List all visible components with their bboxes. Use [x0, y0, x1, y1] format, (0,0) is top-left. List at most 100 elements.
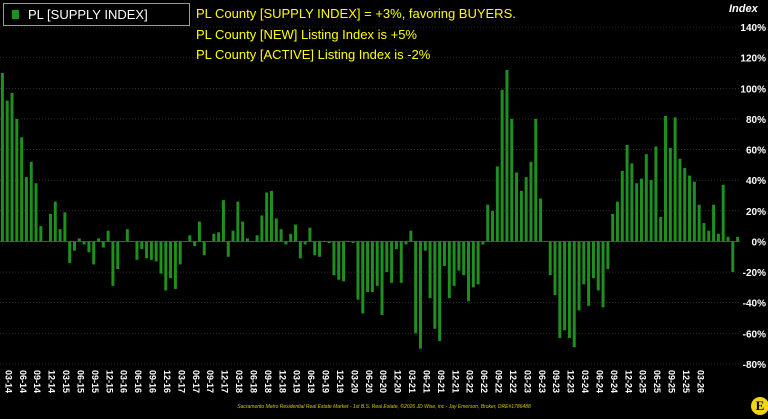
bar	[692, 181, 696, 242]
bar	[601, 241, 605, 308]
bar	[442, 241, 446, 266]
bar	[635, 183, 639, 242]
x-tick-label: 09-22	[494, 370, 504, 393]
bar	[673, 117, 677, 242]
y-tick-label: -40%	[743, 299, 766, 310]
bar	[322, 241, 326, 242]
bar	[207, 241, 211, 242]
bar	[313, 241, 317, 256]
bar	[433, 241, 437, 329]
y-axis-title: Index	[729, 3, 758, 15]
bar	[471, 241, 475, 288]
x-tick-label: 03-14	[3, 370, 13, 393]
bar	[92, 241, 96, 265]
bar	[231, 230, 235, 242]
bar	[457, 241, 461, 271]
gridlines	[0, 26, 740, 365]
y-tick-label: -20%	[743, 268, 766, 279]
bar	[582, 241, 586, 285]
bar	[356, 241, 360, 300]
x-tick-label: 06-25	[652, 370, 662, 393]
x-tick-label: 03-19	[292, 370, 302, 393]
y-tick-label: 60%	[746, 146, 766, 157]
bar	[77, 238, 81, 242]
bar	[15, 118, 19, 242]
x-tick-label: 09-18	[263, 370, 273, 393]
x-tick-label: 06-22	[479, 370, 489, 393]
x-tick-label: 12-18	[277, 370, 287, 393]
x-tick-label: 06-16	[133, 370, 143, 393]
bar	[111, 241, 115, 286]
bar	[418, 241, 422, 349]
bar	[68, 241, 72, 263]
x-tick-label: 06-19	[306, 370, 316, 393]
x-tick-label: 06-21	[422, 370, 432, 393]
bar	[298, 241, 302, 259]
bar	[303, 241, 307, 245]
y-tick-label: 0%	[752, 237, 767, 248]
bar	[447, 241, 451, 299]
x-tick-label: 03-24	[580, 370, 590, 393]
bar	[164, 241, 168, 291]
bar	[659, 216, 663, 242]
bar	[250, 241, 254, 242]
bar	[87, 241, 91, 253]
x-tick-label: 09-17	[205, 370, 215, 393]
bar	[731, 241, 735, 273]
bar	[53, 201, 57, 242]
bar	[548, 241, 552, 276]
bar	[0, 72, 4, 242]
x-tick-label: 03-20	[349, 370, 359, 393]
bar	[486, 204, 490, 242]
bar	[72, 241, 76, 251]
bar	[106, 230, 110, 242]
bar	[510, 118, 514, 242]
bar	[644, 154, 648, 242]
bar	[370, 241, 374, 292]
bar	[274, 218, 278, 242]
bar	[654, 146, 658, 242]
y-tick-label: 100%	[740, 84, 766, 95]
logo-letter: E	[755, 398, 765, 413]
bar	[5, 100, 9, 242]
bar	[394, 241, 398, 250]
bar	[265, 192, 269, 242]
bar	[404, 241, 408, 245]
legend-label: PL [SUPPLY INDEX]	[28, 7, 148, 22]
bar	[615, 201, 619, 242]
bar	[284, 241, 288, 245]
bar	[414, 241, 418, 334]
bar	[44, 241, 48, 242]
legend: PL [SUPPLY INDEX]	[3, 3, 190, 26]
x-tick-label: 03-21	[407, 370, 417, 393]
bar	[409, 230, 413, 242]
bar	[716, 233, 720, 242]
bar	[58, 229, 62, 242]
bar	[279, 229, 283, 242]
bar	[101, 241, 105, 248]
x-tick-label: 03-15	[61, 370, 71, 393]
y-tick-label: 80%	[746, 115, 766, 126]
bar	[519, 190, 523, 242]
bar	[596, 241, 600, 291]
bar	[390, 241, 394, 283]
x-axis-ticks: 03-14 06-14 09-14 12-14 03-15 06-15 09-15 12-15…	[3, 370, 705, 393]
bar	[721, 184, 725, 242]
x-tick-label: 09-21	[436, 370, 446, 393]
bar	[534, 118, 538, 242]
bar	[438, 241, 442, 342]
x-tick-label: 12-17	[220, 370, 230, 393]
bar	[476, 241, 480, 285]
bar	[116, 241, 120, 270]
x-tick-label: 06-24	[594, 370, 604, 393]
legend-swatch	[12, 10, 19, 19]
bar	[620, 170, 624, 242]
bar	[399, 241, 403, 283]
x-tick-label: 09-14	[32, 370, 42, 393]
bar	[726, 236, 730, 242]
bar	[82, 241, 86, 245]
bar	[649, 180, 653, 242]
bar	[236, 201, 240, 242]
bar	[327, 241, 331, 243]
